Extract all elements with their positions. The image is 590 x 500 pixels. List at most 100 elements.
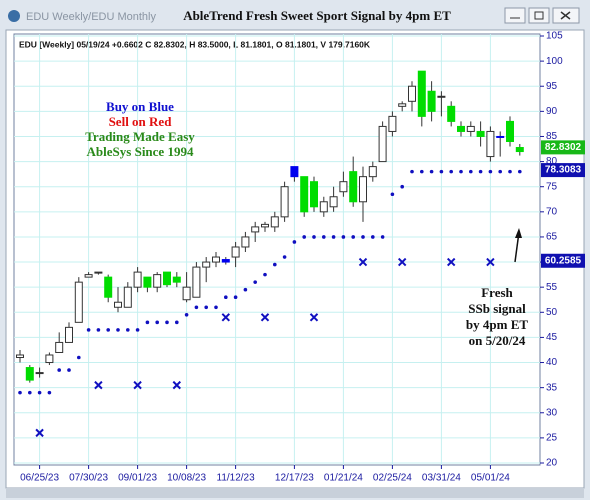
candle-body <box>251 226 260 233</box>
x-tick-label: 09/01/23 <box>118 473 157 484</box>
stop-dot <box>331 235 336 239</box>
candle-body <box>496 135 505 138</box>
candle-body <box>74 281 83 323</box>
candle-body <box>94 271 103 274</box>
candle-body <box>506 120 514 142</box>
stop-dot <box>165 320 169 325</box>
x-tick-label: 01/21/24 <box>324 473 363 484</box>
x-tick-label: 12/17/23 <box>275 473 314 484</box>
stop-dot <box>371 235 375 239</box>
candle-body <box>329 196 338 208</box>
candle-body <box>270 216 279 228</box>
window-buttons <box>504 7 580 24</box>
candle-body <box>114 301 122 308</box>
stop-dot <box>361 235 365 239</box>
candle-body <box>172 276 181 283</box>
stop-dot <box>410 169 414 174</box>
stop-dot <box>126 328 130 332</box>
stop-dot <box>351 235 356 239</box>
candle-body <box>359 176 367 203</box>
price-label: 78.3083 <box>545 165 582 176</box>
candle-body <box>55 341 64 353</box>
candle-body <box>261 223 269 228</box>
candle-body <box>133 271 142 288</box>
scrollbar[interactable] <box>6 488 584 498</box>
candle-body <box>408 85 416 102</box>
signal-cross <box>133 380 142 390</box>
annotation-line: Fresh <box>481 285 513 300</box>
signal-cross <box>486 257 495 267</box>
app-icon <box>8 10 20 22</box>
y-tick-label: 65 <box>546 232 558 243</box>
candle-body <box>447 105 456 122</box>
stop-dot <box>145 320 150 325</box>
signal-cross <box>260 313 270 322</box>
candle-body <box>427 90 436 112</box>
stop-dot <box>155 320 159 325</box>
y-tick-label: 20 <box>546 458 558 469</box>
signal-cross <box>35 428 44 438</box>
restore-button[interactable] <box>528 7 550 24</box>
x-tick-label: 03/31/24 <box>422 473 461 484</box>
candle-body <box>84 274 93 278</box>
price-label-box <box>541 253 585 268</box>
stop-dot <box>194 305 199 310</box>
candle-body <box>476 130 485 137</box>
signal-cross <box>94 380 103 390</box>
tab-label[interactable]: EDU Weekly/EDU Monthly <box>26 11 156 23</box>
legend-line: AbleSys Since 1994 <box>87 144 194 159</box>
y-tick-label: 85 <box>546 131 558 142</box>
restore-icon <box>534 11 544 20</box>
stop-dot <box>400 184 405 189</box>
stop-dot <box>380 235 385 239</box>
stop-dot <box>86 328 91 332</box>
stop-dot <box>459 169 463 174</box>
y-tick-label: 45 <box>546 332 558 343</box>
signal-cross <box>172 380 182 390</box>
stop-dot <box>37 390 42 395</box>
legend-line: Sell on Red <box>109 114 173 129</box>
stop-dot <box>312 235 316 239</box>
stop-dot <box>18 390 22 395</box>
candle-body <box>349 171 358 203</box>
signal-cross <box>309 313 319 322</box>
candle-body <box>398 103 407 107</box>
stop-dot <box>184 313 189 317</box>
candle-body <box>486 130 495 158</box>
price-label: 60.2585 <box>545 255 582 266</box>
stop-dot <box>498 169 503 174</box>
stop-dot <box>302 235 307 239</box>
y-tick-label: 35 <box>546 382 558 393</box>
stop-dot <box>390 192 395 197</box>
stop-dot <box>439 169 444 174</box>
stop-dot <box>57 368 61 372</box>
plot-area <box>13 33 541 466</box>
x-tick-label: 06/25/23 <box>20 473 59 484</box>
candle-body <box>457 125 465 132</box>
x-tick-label: 02/25/24 <box>373 473 412 484</box>
annotation-arrowhead <box>515 228 522 238</box>
chart-title: AbleTrend Fresh Sweet Sport Signal by 4p… <box>183 8 451 23</box>
candle-body <box>182 286 191 301</box>
candle-body <box>192 266 201 298</box>
candle-body <box>319 201 328 213</box>
y-tick-label: 80 <box>546 156 558 167</box>
candle-body <box>241 236 250 248</box>
y-tick-label: 30 <box>546 407 558 418</box>
candle-body <box>202 261 211 268</box>
candle-body <box>143 276 152 288</box>
stop-dot <box>273 262 277 267</box>
stop-dot <box>204 305 208 310</box>
candle-body <box>65 326 73 343</box>
stop-dot <box>478 169 483 174</box>
candle-body <box>212 256 220 263</box>
price-label: 82.8302 <box>545 142 582 153</box>
stop-dot <box>420 169 424 174</box>
stop-dot <box>449 169 454 174</box>
candle-body <box>290 166 299 178</box>
stop-dot <box>282 255 287 259</box>
info-line: EDU [Weekly] 05/19/24 +0.6602 C 82.8302,… <box>19 39 371 49</box>
y-tick-label: 70 <box>546 206 558 217</box>
stop-dot <box>106 328 110 332</box>
minimize-button[interactable] <box>504 7 526 24</box>
